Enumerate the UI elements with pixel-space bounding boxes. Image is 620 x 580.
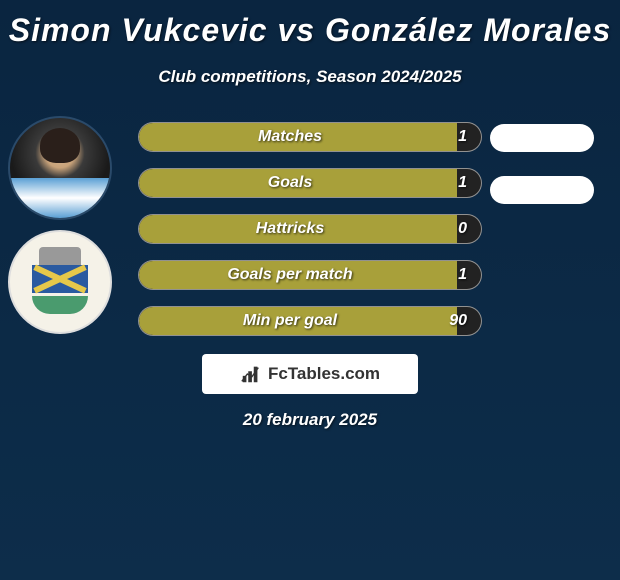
branding-badge: FcTables.com — [202, 354, 418, 394]
page-title: Simon Vukcevic vs González Morales — [0, 0, 620, 49]
stat-value: 0 — [441, 220, 481, 238]
stat-value: 1 — [441, 174, 481, 192]
stat-label: Min per goal — [139, 312, 441, 330]
stat-value: 1 — [441, 266, 481, 284]
stat-value: 1 — [441, 128, 481, 146]
stat-label: Matches — [139, 128, 441, 146]
bar-chart-icon — [240, 363, 262, 385]
player1-avatar — [8, 116, 112, 220]
stat-label: Hattricks — [139, 220, 441, 238]
stat-value: 90 — [441, 312, 481, 330]
branding-text: FcTables.com — [268, 364, 380, 384]
date-text: 20 february 2025 — [0, 410, 620, 430]
stat-row: Goals per match1 — [138, 260, 482, 290]
stat-row: Matches1 — [138, 122, 482, 152]
player2-crest — [8, 230, 112, 334]
stat-row: Min per goal90 — [138, 306, 482, 336]
stat-row: Hattricks0 — [138, 214, 482, 244]
blank-pill — [490, 124, 594, 152]
club-crest-icon — [25, 247, 95, 317]
avatar-column — [8, 116, 112, 344]
subtitle: Club competitions, Season 2024/2025 — [0, 67, 620, 87]
blank-pill — [490, 176, 594, 204]
stat-label: Goals per match — [139, 266, 441, 284]
stats-list: Matches1Goals1Hattricks0Goals per match1… — [138, 122, 482, 352]
stat-label: Goals — [139, 174, 441, 192]
stat-row: Goals1 — [138, 168, 482, 198]
